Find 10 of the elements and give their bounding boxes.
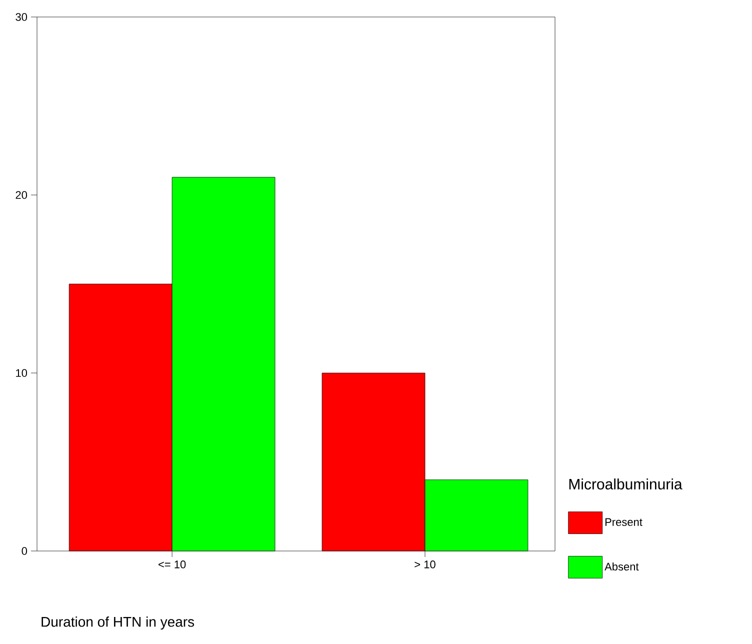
x-axis-title: Duration of HTN in years — [42, 616, 194, 630]
legend-title: Microalbuminuria — [569, 478, 682, 490]
x-tick-label: <= 10 — [158, 560, 186, 568]
y-tick-label: 30 — [16, 13, 28, 21]
y-tick-label: 10 — [16, 369, 28, 377]
y-tick-label: 0 — [22, 547, 28, 555]
legend-label: Absent — [604, 562, 639, 571]
y-tick-label: 20 — [16, 191, 28, 199]
legend-label: Present — [605, 518, 642, 526]
x-tick-label: > 10 — [414, 560, 436, 568]
